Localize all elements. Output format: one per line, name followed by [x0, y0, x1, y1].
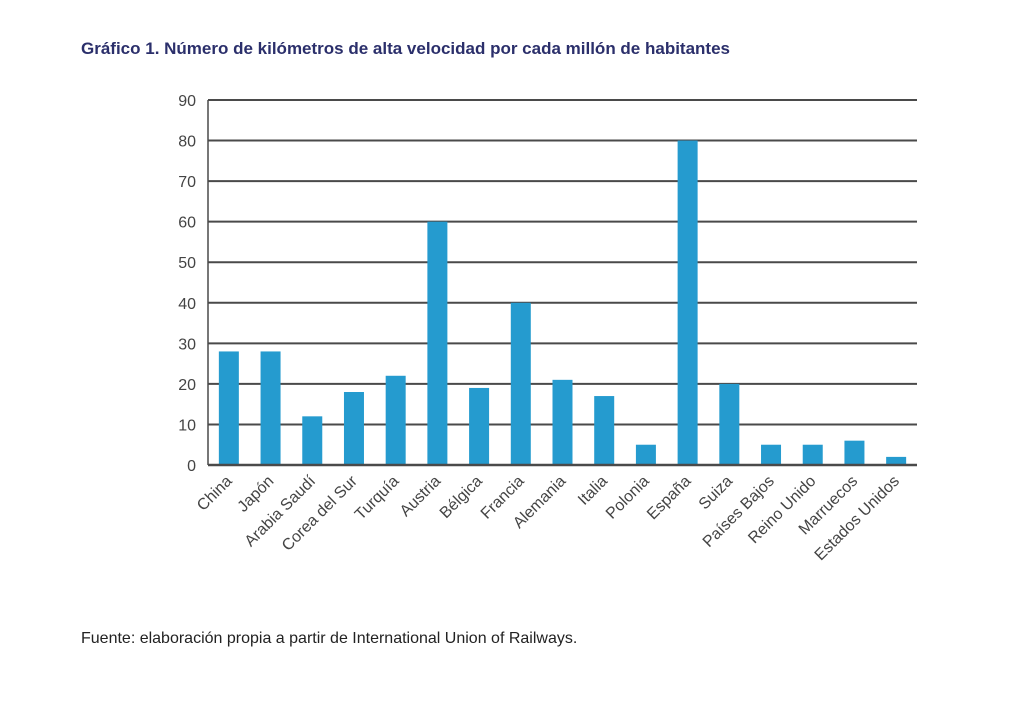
- bar-italia: [594, 396, 615, 464]
- y-tick-label: 0: [187, 458, 196, 475]
- bar-francia: [510, 302, 531, 464]
- y-tick-label: 20: [178, 377, 196, 394]
- chart-title: Gráfico 1. Número de kilómetros de alta …: [81, 39, 731, 58]
- bar-alemania: [552, 379, 573, 464]
- bar-polonia: [635, 444, 656, 464]
- bar-turquía: [385, 375, 406, 464]
- y-tick-label: 30: [178, 336, 196, 353]
- y-tick-label: 10: [178, 417, 196, 434]
- bar-japón: [260, 351, 281, 464]
- bar-españa: [677, 140, 698, 465]
- bar-marruecos: [844, 440, 865, 464]
- y-tick-label: 70: [178, 174, 196, 191]
- y-tick-label: 80: [178, 134, 196, 151]
- bar-arabia-saudí: [302, 416, 323, 464]
- x-tick-label: China: [194, 473, 236, 515]
- x-tick-label: Corea del Sur: [279, 472, 361, 554]
- x-tick-label: Turquía: [352, 473, 403, 524]
- y-tick-label: 90: [178, 93, 196, 110]
- bar-reino-unido: [802, 444, 823, 464]
- bar-bélgica: [469, 387, 490, 464]
- y-tick-label: 60: [178, 215, 196, 232]
- bar-austria: [427, 221, 448, 464]
- bar-suiza: [719, 383, 740, 464]
- y-tick-label: 50: [178, 255, 196, 272]
- x-tick-label: España: [644, 473, 694, 523]
- chart-source: Fuente: elaboración propia a partir de I…: [81, 630, 578, 647]
- bar-países-bajos: [761, 444, 782, 464]
- x-tick-label: Polonia: [603, 473, 653, 523]
- bar-corea-del-sur: [343, 392, 364, 464]
- x-tick-label: Suiza: [696, 473, 736, 513]
- bar-china: [218, 351, 239, 464]
- y-tick-label: 40: [178, 296, 196, 313]
- x-tick-label: Italia: [575, 473, 611, 509]
- bar-estados-unidos: [886, 456, 907, 464]
- x-tick-label: Austria: [397, 473, 444, 520]
- x-tick-label: Bélgica: [437, 473, 486, 522]
